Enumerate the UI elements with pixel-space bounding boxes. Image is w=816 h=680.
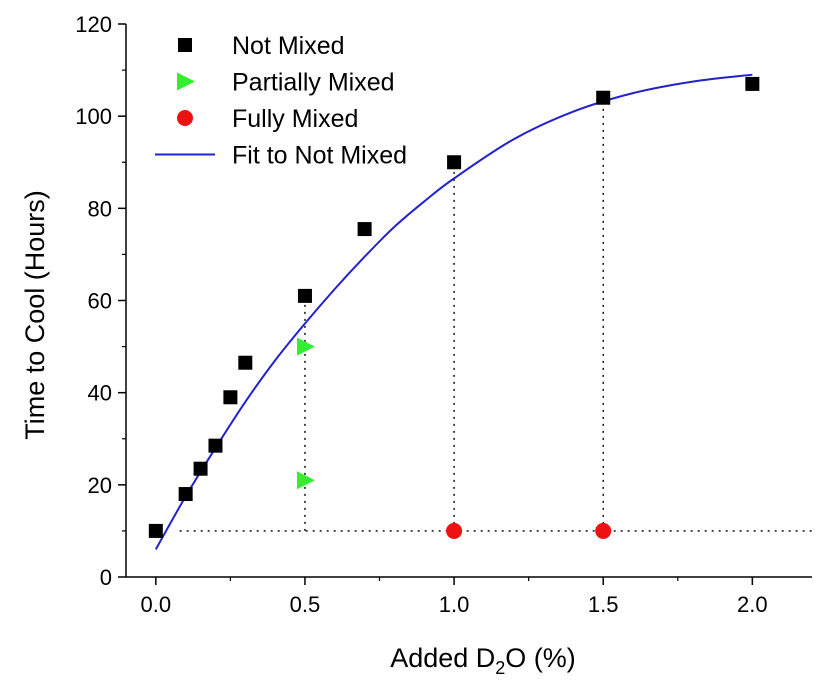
not-mixed-point — [596, 90, 611, 105]
x-tick-label: 2.0 — [737, 592, 768, 617]
axes: 0 20 40 60 80 100 120 0.0 0.5 1.0 1.5 2.0 — [75, 12, 812, 617]
y-tick-label: 80 — [88, 196, 112, 221]
partially-mixed-point — [296, 471, 315, 490]
legend-marker-fully-mixed — [177, 110, 193, 126]
fully-mixed-point — [446, 522, 463, 539]
y-tick-label: 60 — [88, 289, 112, 314]
not-mixed-point — [148, 523, 163, 538]
not-mixed-point — [208, 438, 223, 453]
fully-mixed-point — [595, 522, 612, 539]
not-mixed-point — [178, 487, 193, 502]
not-mixed-point — [447, 155, 462, 170]
legend-marker-partially-mixed — [177, 72, 195, 91]
x-tick-label: 0.5 — [290, 592, 321, 617]
y-tick-label: 100 — [75, 104, 112, 129]
not-mixed-point — [193, 461, 208, 476]
legend-label-fully-mixed: Fully Mixed — [232, 105, 358, 133]
y-tick-label: 120 — [75, 12, 112, 37]
y-axis-title: Time to Cool (Hours) — [20, 190, 50, 440]
legend-label-partially-mixed: Partially Mixed — [232, 69, 395, 97]
reference-lines — [179, 97, 816, 532]
legend-label-not-mixed: Not Mixed — [232, 32, 345, 60]
not-mixed-point — [223, 390, 238, 405]
y-tick-label: 0 — [100, 565, 112, 590]
legend: Not Mixed Partially Mixed Fully Mixed Fit t… — [155, 32, 407, 170]
not-mixed-point — [238, 355, 253, 370]
y-tick-label: 40 — [88, 381, 112, 406]
legend-label-fit-to-not-mixed: Fit to Not Mixed — [232, 142, 407, 170]
not-mixed-point — [297, 288, 312, 303]
data-marks — [148, 73, 760, 550]
x-tick-label: 1.5 — [588, 592, 619, 617]
x-axis-title-main: Added D — [390, 643, 495, 673]
x-tick-label: 0.0 — [141, 592, 172, 617]
y-tick-label: 20 — [88, 473, 112, 498]
not-mixed-point — [745, 76, 760, 91]
x-tick-label: 1.0 — [439, 592, 470, 617]
legend-marker-not-mixed — [178, 38, 192, 52]
x-axis-title-suffix: O (%) — [505, 643, 576, 673]
x-axis-title: Added D2O (%) — [390, 643, 576, 678]
x-axis-title-subscript: 2 — [495, 658, 505, 678]
not-mixed-point — [357, 222, 372, 237]
partially-mixed-point — [296, 337, 315, 356]
